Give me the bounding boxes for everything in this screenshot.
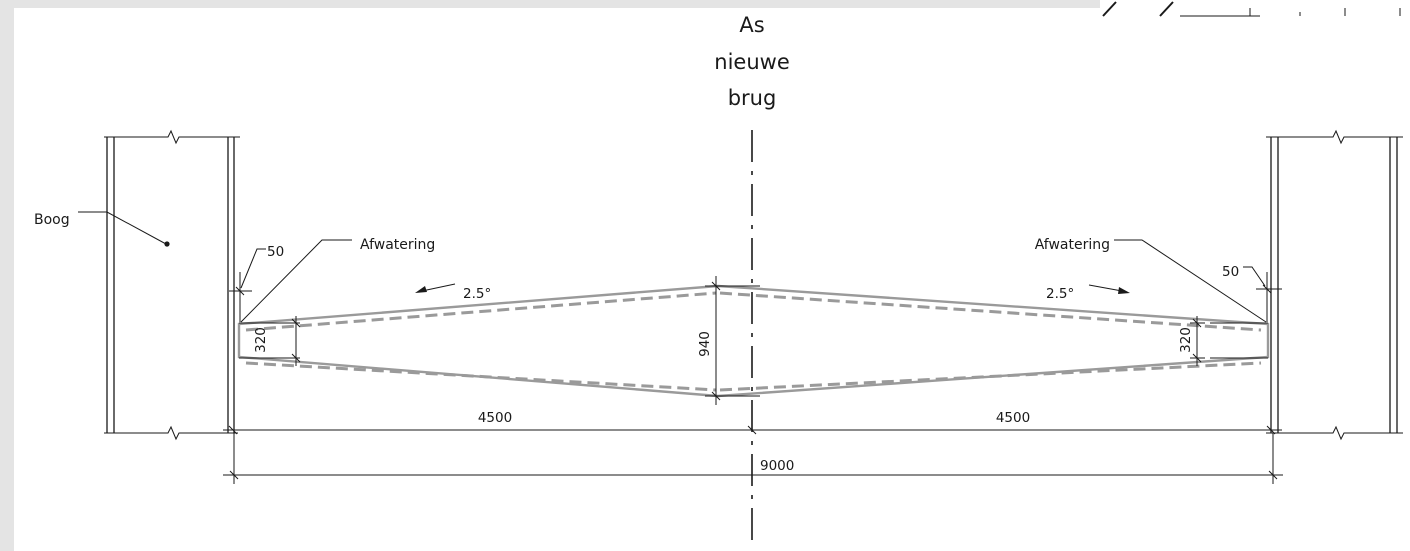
arch-label: Boog xyxy=(34,212,70,228)
total-span-label: 9000 xyxy=(760,458,794,474)
left-offset-label: 50 xyxy=(267,244,284,260)
right-half-span-label: 4500 xyxy=(996,410,1030,426)
deck-bottom-left-hatch xyxy=(245,361,717,392)
axis-label-line-1: As xyxy=(739,13,764,37)
right-depth-dimension xyxy=(1190,316,1205,366)
deck-bottom-right-hatch xyxy=(719,361,1262,392)
deck-section xyxy=(237,284,1270,398)
right-depth-label: 320 xyxy=(1178,327,1194,353)
drainage-right-leader xyxy=(1114,239,1267,323)
right-arch-bottom-break-line xyxy=(1266,425,1403,441)
deck-outline xyxy=(237,284,1270,398)
left-depth-label: 320 xyxy=(253,327,269,353)
drainage-label-left: Afwatering xyxy=(360,237,435,253)
half-span-dimension-line xyxy=(223,425,1282,435)
slope-arrow-left-line xyxy=(421,283,456,292)
top-frame-strip xyxy=(0,0,1100,8)
left-arch-bottom-break-line xyxy=(104,425,238,441)
axis-label-line-3: brug xyxy=(728,86,777,110)
corner-title-block-fragment xyxy=(1102,1,1401,17)
drainage-left-leader xyxy=(240,239,352,323)
left-half-span-label: 4500 xyxy=(478,410,512,426)
total-span-dimension-line xyxy=(223,433,1283,484)
arch-leader-dot xyxy=(164,241,170,247)
drainage-label-right: Afwatering xyxy=(1035,237,1110,253)
left-arch-top-break-line xyxy=(104,129,240,145)
right-arch-top-break-line xyxy=(1266,129,1403,145)
deck-top-left-hatch xyxy=(245,291,717,332)
slope-label-left: 2.5° xyxy=(463,286,491,302)
left-frame-strip xyxy=(0,0,14,551)
right-offset-label: 50 xyxy=(1222,264,1239,280)
right-offset-dimension xyxy=(1243,266,1282,322)
left-offset-dimension xyxy=(229,248,266,322)
slope-arrow-right-line xyxy=(1088,284,1123,292)
left-depth-dimension xyxy=(286,316,301,366)
right-arch xyxy=(1266,129,1403,441)
center-depth-label: 940 xyxy=(697,331,713,357)
axis-label-line-2: nieuwe xyxy=(714,50,789,74)
center-depth-dimension xyxy=(705,276,760,405)
deck-top-right-hatch xyxy=(719,291,1262,332)
slope-arrow-right-head xyxy=(1118,287,1130,294)
slope-arrow-left-head xyxy=(415,286,427,293)
slope-label-right: 2.5° xyxy=(1046,286,1074,302)
left-arch xyxy=(104,129,240,441)
arch-label-leader xyxy=(78,211,167,245)
